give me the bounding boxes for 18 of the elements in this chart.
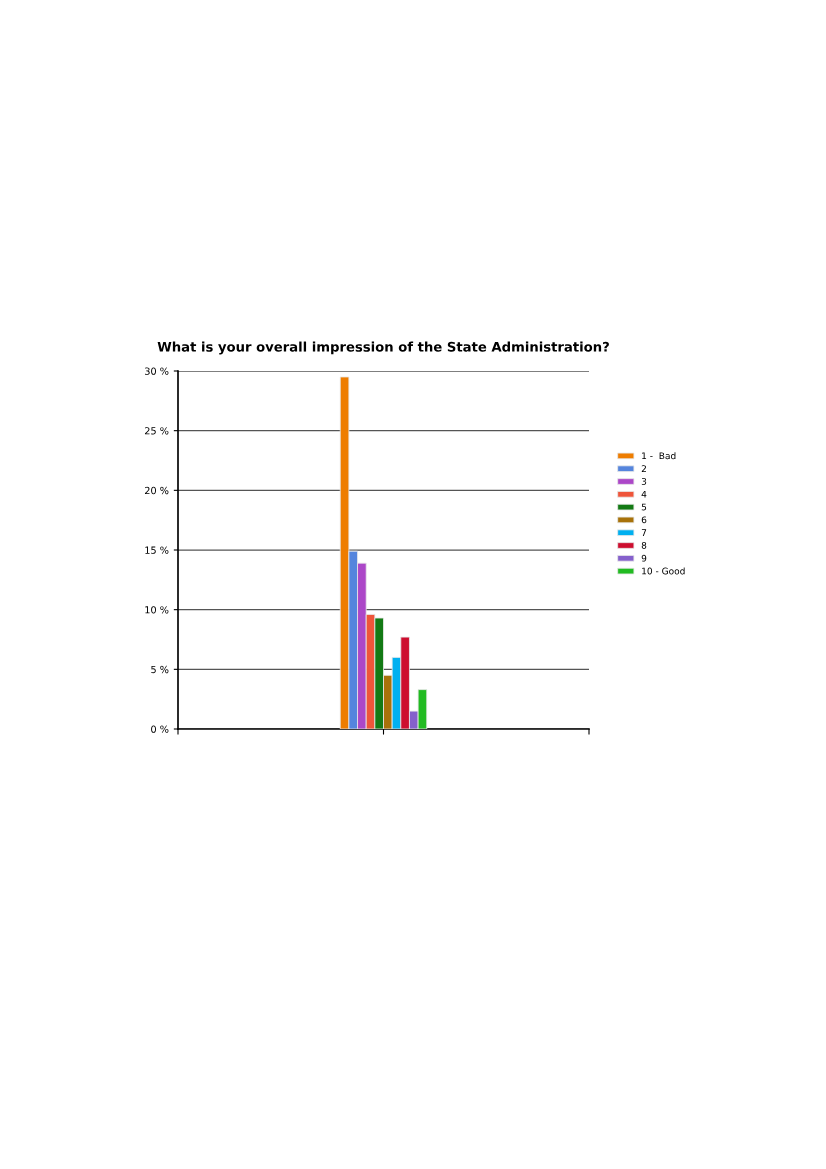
legend-label: 9: [641, 554, 647, 562]
legend-label: 6: [641, 516, 647, 524]
y-tick-label: 30 %: [145, 367, 169, 375]
y-tick-label: 25 %: [144, 427, 169, 435]
chart-title: What is your overall impression of the State Administration?: [157, 341, 609, 355]
legend-label: 3: [641, 477, 647, 485]
legend-label: 4: [641, 490, 647, 498]
y-tick-label: 10 %: [145, 606, 169, 614]
y-tick-label: 20 %: [144, 486, 169, 495]
y-tick-label: 5 %: [151, 665, 169, 674]
y-tick-label: 0 %: [151, 725, 169, 733]
legend-label: 10 - Good: [642, 567, 685, 575]
legend-label: 5: [641, 503, 647, 511]
y-tick-label: 15 %: [145, 546, 169, 554]
legend-label: 8: [641, 541, 647, 549]
legend-label: 1 - Bad: [642, 452, 676, 460]
legend-label: 7: [641, 529, 647, 536]
legend-label: 2: [641, 465, 646, 472]
